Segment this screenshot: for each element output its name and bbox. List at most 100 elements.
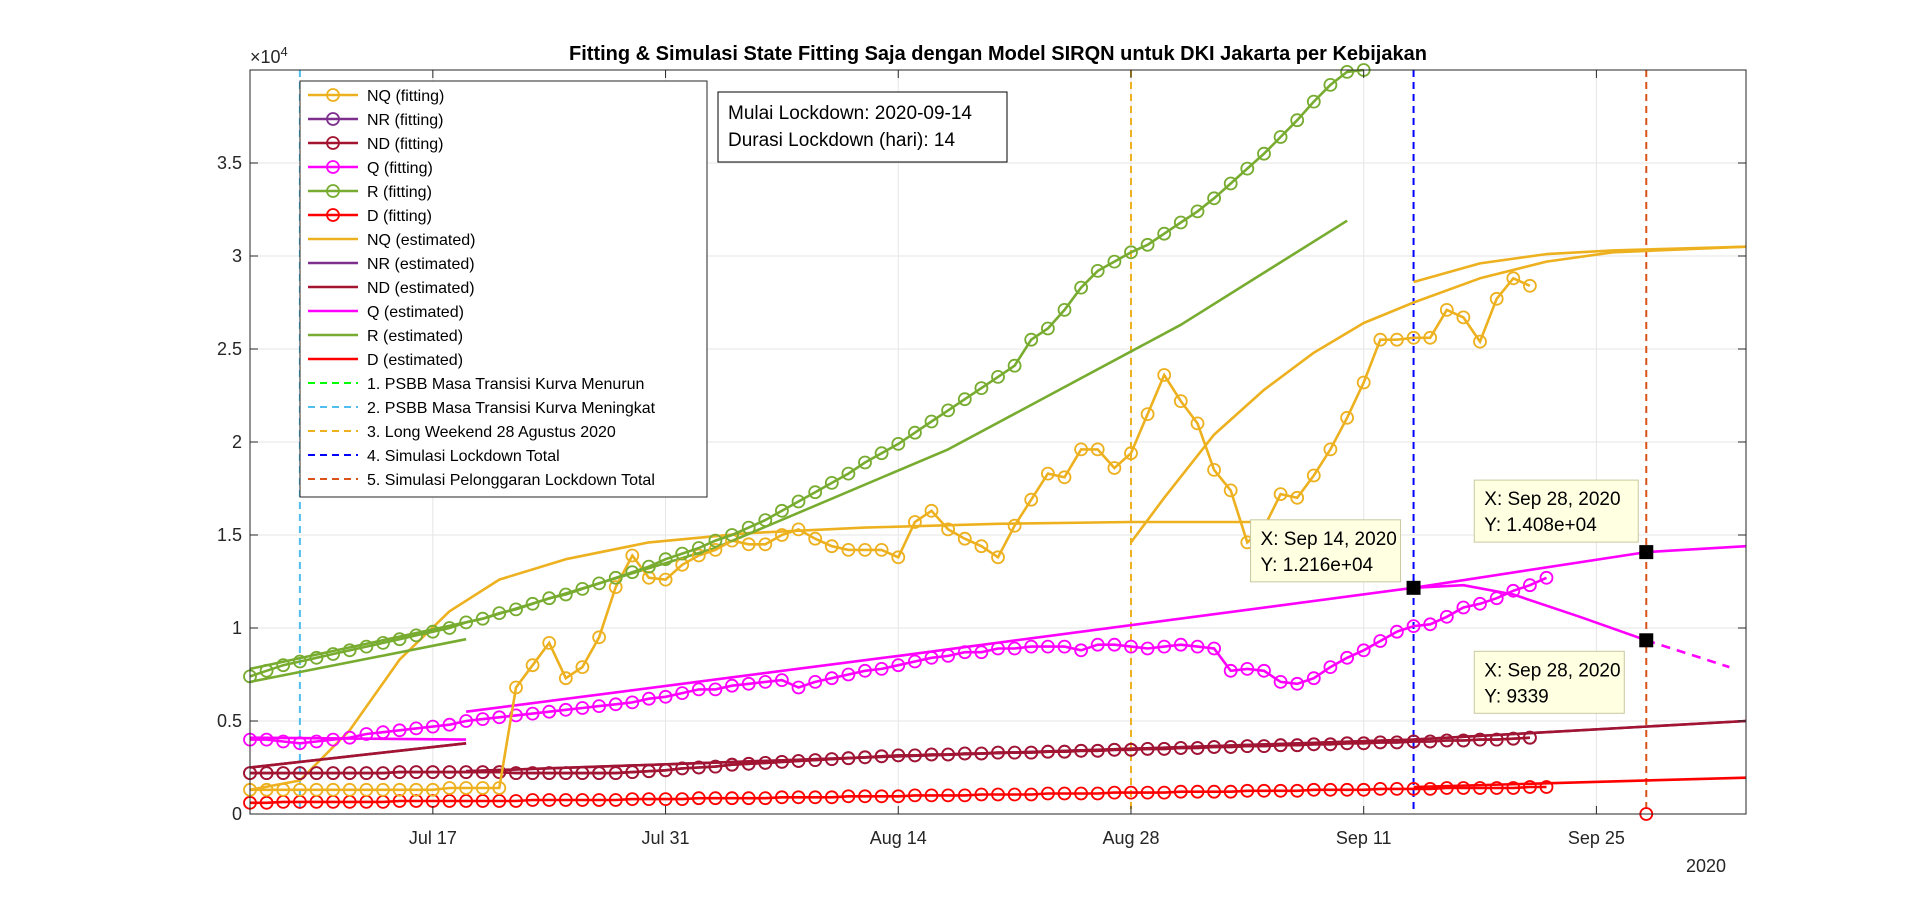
data-point-nd <box>475 765 490 779</box>
data-point-r <box>974 381 989 396</box>
data-point-nd <box>376 766 390 780</box>
data-point-d <box>658 792 673 806</box>
data-point-nd <box>1024 745 1039 760</box>
data-point-q <box>359 727 374 741</box>
lockdown-annotation: Mulai Lockdown: 2020-09-14 Durasi Lockdo… <box>717 91 1008 163</box>
data-point-nq <box>525 658 540 673</box>
data-point-r <box>741 520 756 535</box>
data-point-q <box>1173 637 1188 652</box>
data-point-nd <box>608 766 623 780</box>
data-point-nq <box>1124 446 1138 461</box>
data-point-r <box>409 628 424 643</box>
data-point-q <box>575 701 590 715</box>
legend-marker <box>326 136 340 150</box>
data-point-nd <box>326 766 341 780</box>
data-point-r <box>957 392 972 407</box>
data-point-q <box>1190 639 1205 654</box>
data-point-d <box>1356 782 1371 797</box>
data-point-d <box>891 789 906 804</box>
series-line-nq <box>1129 245 1747 544</box>
data-point-q <box>725 678 739 693</box>
data-point-r <box>592 576 606 591</box>
data-point-r <box>758 513 773 527</box>
data-point-nq <box>1190 416 1205 431</box>
datatip-marker <box>1406 580 1421 595</box>
data-point-nd <box>758 756 773 770</box>
data-point-r <box>359 639 374 654</box>
datatip-marker <box>1639 545 1654 560</box>
data-point-r <box>1306 94 1321 109</box>
data-point-q <box>1323 660 1338 674</box>
data-point-q <box>1240 662 1255 676</box>
data-point-nq <box>1090 442 1105 457</box>
data-point-r <box>1090 263 1105 278</box>
data-point-nq <box>824 539 839 554</box>
data-point-d <box>1273 783 1288 798</box>
data-point-d <box>1406 782 1421 796</box>
data-point-q <box>1473 596 1487 611</box>
legend-label: Q (estimated) <box>367 304 464 321</box>
data-point-nq <box>1473 334 1487 349</box>
legend-marker <box>326 88 340 102</box>
y-tick-label: 1.5 <box>217 525 242 545</box>
data-point-nd <box>1323 737 1338 752</box>
data-point-q <box>259 732 274 747</box>
data-point-r <box>575 582 590 596</box>
data-point-q <box>1140 641 1155 656</box>
legend-label: 5. Simulasi Pelonggaran Lockdown Total <box>367 472 655 489</box>
data-point-nq <box>957 531 972 546</box>
annotation-line-2: Durasi Lockdown (hari): 14 <box>728 130 955 151</box>
data-point-r <box>442 621 457 635</box>
datatip-box <box>1473 650 1625 714</box>
data-point-q <box>1024 639 1039 654</box>
legend-label: 2. PSBB Masa Transisi Kurva Meningkat <box>367 400 656 417</box>
data-point-nq <box>841 543 856 557</box>
data-point-d <box>924 788 939 803</box>
data-point-nd <box>775 755 789 769</box>
legend-label: NQ (estimated) <box>367 232 475 249</box>
data-point-r <box>376 636 390 650</box>
legend-marker <box>326 160 340 174</box>
data-point-nq <box>775 528 789 542</box>
data-point-d <box>1456 781 1471 795</box>
data-point-nq <box>592 630 606 645</box>
data-point-nd <box>708 759 723 774</box>
data-point-d <box>575 793 590 807</box>
data-point-d <box>1207 784 1221 799</box>
data-point-d <box>1423 782 1438 796</box>
data-point-q <box>642 691 656 706</box>
data-point-nq <box>741 537 756 552</box>
data-point-q <box>874 662 889 676</box>
data-point-r <box>392 632 407 647</box>
axis-ticks: 0 0.5 1 1.5 2 2.5 3 3.5 Jul 17 Jul 31 Aug 14 Aug 28… <box>217 70 1746 848</box>
data-point-d <box>1024 787 1039 802</box>
data-point-r <box>342 643 357 658</box>
data-point-nq <box>758 537 773 552</box>
data-point-nq <box>1439 302 1454 317</box>
data-point-nq <box>625 548 640 563</box>
data-point-r <box>608 570 623 585</box>
data-point-nd <box>1257 739 1271 753</box>
data-point-q <box>525 706 540 721</box>
data-point-r <box>1240 161 1255 176</box>
series-line-nq <box>1413 245 1747 284</box>
data-point-nq <box>1140 407 1155 422</box>
data-point-r <box>1157 226 1172 241</box>
data-point-d <box>675 792 690 806</box>
data-point-r <box>908 425 922 440</box>
data-point-r <box>775 503 789 518</box>
data-point-r <box>658 552 673 567</box>
data-point-nd <box>874 749 889 764</box>
data-point-nd <box>558 766 573 780</box>
data-point-nd <box>276 766 291 780</box>
data-point-d <box>1489 781 1504 795</box>
series-line-q <box>249 736 467 741</box>
data-point-nd <box>808 753 823 767</box>
chart-title: Fitting & Simulasi State Fitting Saja de… <box>569 43 1427 65</box>
data-point-d <box>1523 780 1537 794</box>
data-point-r <box>425 624 440 639</box>
data-point-q <box>1124 639 1138 654</box>
legend-box <box>299 80 708 498</box>
data-point-nq <box>1340 410 1354 425</box>
data-point-nd <box>841 751 856 766</box>
